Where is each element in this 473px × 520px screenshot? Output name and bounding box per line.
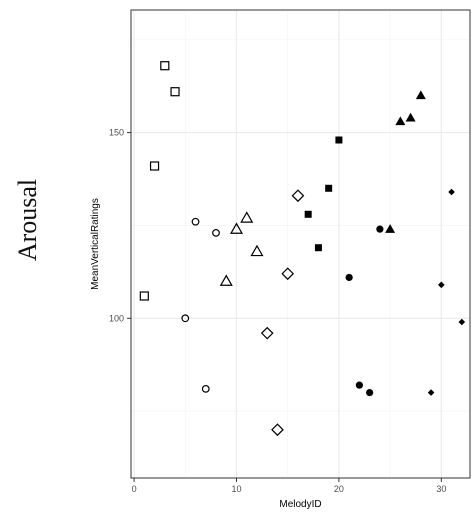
open-triangle-point xyxy=(219,274,233,286)
filled-triangle-point xyxy=(385,224,396,233)
filled-square-point xyxy=(325,184,333,192)
open-diamond-point xyxy=(260,326,274,340)
side-title: Arousal xyxy=(8,150,48,290)
open-triangle-point xyxy=(240,211,254,223)
filled-diamond-point xyxy=(458,318,466,326)
filled-square-point xyxy=(335,136,343,144)
series-open-circle xyxy=(181,217,220,393)
filled-square-point xyxy=(304,210,312,218)
filled-circle-point xyxy=(345,273,353,282)
open-square-point xyxy=(170,87,180,97)
open-square-point xyxy=(149,161,160,171)
open-triangle-point xyxy=(229,222,244,234)
open-square-point xyxy=(139,291,149,301)
y-axis-label: MeanVerticalRatings xyxy=(90,198,101,290)
open-circle-point xyxy=(212,228,220,237)
filled-triangle-point xyxy=(405,112,416,122)
series-filled-diamond xyxy=(427,188,466,396)
filled-circle-point xyxy=(355,381,363,389)
x-tick-label: 30 xyxy=(436,484,446,494)
series-filled-circle xyxy=(345,225,384,397)
filled-diamond-point xyxy=(448,188,455,196)
open-diamond-point xyxy=(291,189,305,203)
series-open-square xyxy=(139,61,180,301)
data-points xyxy=(139,61,466,437)
filled-circle-point xyxy=(366,388,374,397)
filled-diamond-point xyxy=(427,389,435,396)
filled-triangle-point xyxy=(415,90,426,100)
x-axis-label: MelodyID xyxy=(279,499,321,510)
axis-ticks: 0 10 20 30 100 150 xyxy=(109,128,446,494)
filled-triangle-point xyxy=(395,116,406,126)
open-circle-point xyxy=(191,217,200,226)
open-circle-point xyxy=(181,314,190,323)
y-tick-label: 100 xyxy=(109,313,124,323)
filled-square-point xyxy=(314,244,322,252)
x-tick-label: 0 xyxy=(132,484,137,494)
open-circle-point xyxy=(201,384,210,393)
filled-diamond-point xyxy=(438,281,445,289)
open-square-point xyxy=(160,61,170,71)
x-tick-label: 10 xyxy=(231,484,241,494)
side-title-text: Arousal xyxy=(13,178,43,262)
series-filled-square xyxy=(304,136,343,252)
series-filled-triangle xyxy=(385,90,426,233)
y-tick-label: 150 xyxy=(109,128,124,138)
grid xyxy=(131,10,470,478)
open-triangle-point xyxy=(250,244,264,257)
series-open-diamond xyxy=(260,189,305,437)
open-diamond-point xyxy=(281,267,295,281)
open-diamond-point xyxy=(271,423,284,437)
series-open-triangle xyxy=(219,211,264,286)
x-tick-label: 20 xyxy=(334,484,344,494)
plot-panel xyxy=(130,9,471,479)
filled-circle-point xyxy=(376,225,384,233)
